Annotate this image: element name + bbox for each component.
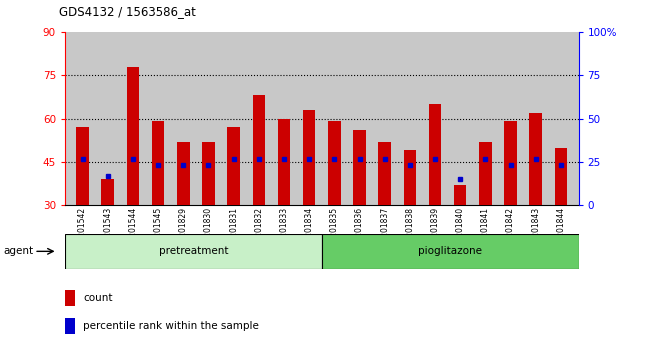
Bar [202, 142, 215, 205]
Text: pioglitazone: pioglitazone [418, 246, 482, 256]
Bar [227, 127, 240, 205]
Text: percentile rank within the sample: percentile rank within the sample [83, 321, 259, 331]
Bar [454, 185, 467, 205]
Bar [65, 290, 75, 306]
Text: count: count [83, 293, 112, 303]
Bar [65, 318, 75, 334]
Bar [322, 234, 578, 269]
Bar [127, 67, 139, 205]
Bar [328, 121, 341, 205]
Bar [353, 130, 366, 205]
Text: agent: agent [3, 246, 33, 256]
Bar [479, 142, 491, 205]
Bar [429, 104, 441, 205]
Bar [76, 127, 89, 205]
Text: pretreatment: pretreatment [159, 246, 228, 256]
Bar [278, 119, 291, 205]
Bar [101, 179, 114, 205]
Bar [177, 142, 190, 205]
Bar [504, 121, 517, 205]
Bar [378, 142, 391, 205]
Bar [404, 150, 416, 205]
Bar [152, 121, 164, 205]
Bar [554, 148, 567, 205]
Bar [529, 113, 542, 205]
Bar [65, 234, 322, 269]
Bar [303, 110, 315, 205]
Text: GDS4132 / 1563586_at: GDS4132 / 1563586_at [58, 5, 196, 18]
Bar [253, 96, 265, 205]
